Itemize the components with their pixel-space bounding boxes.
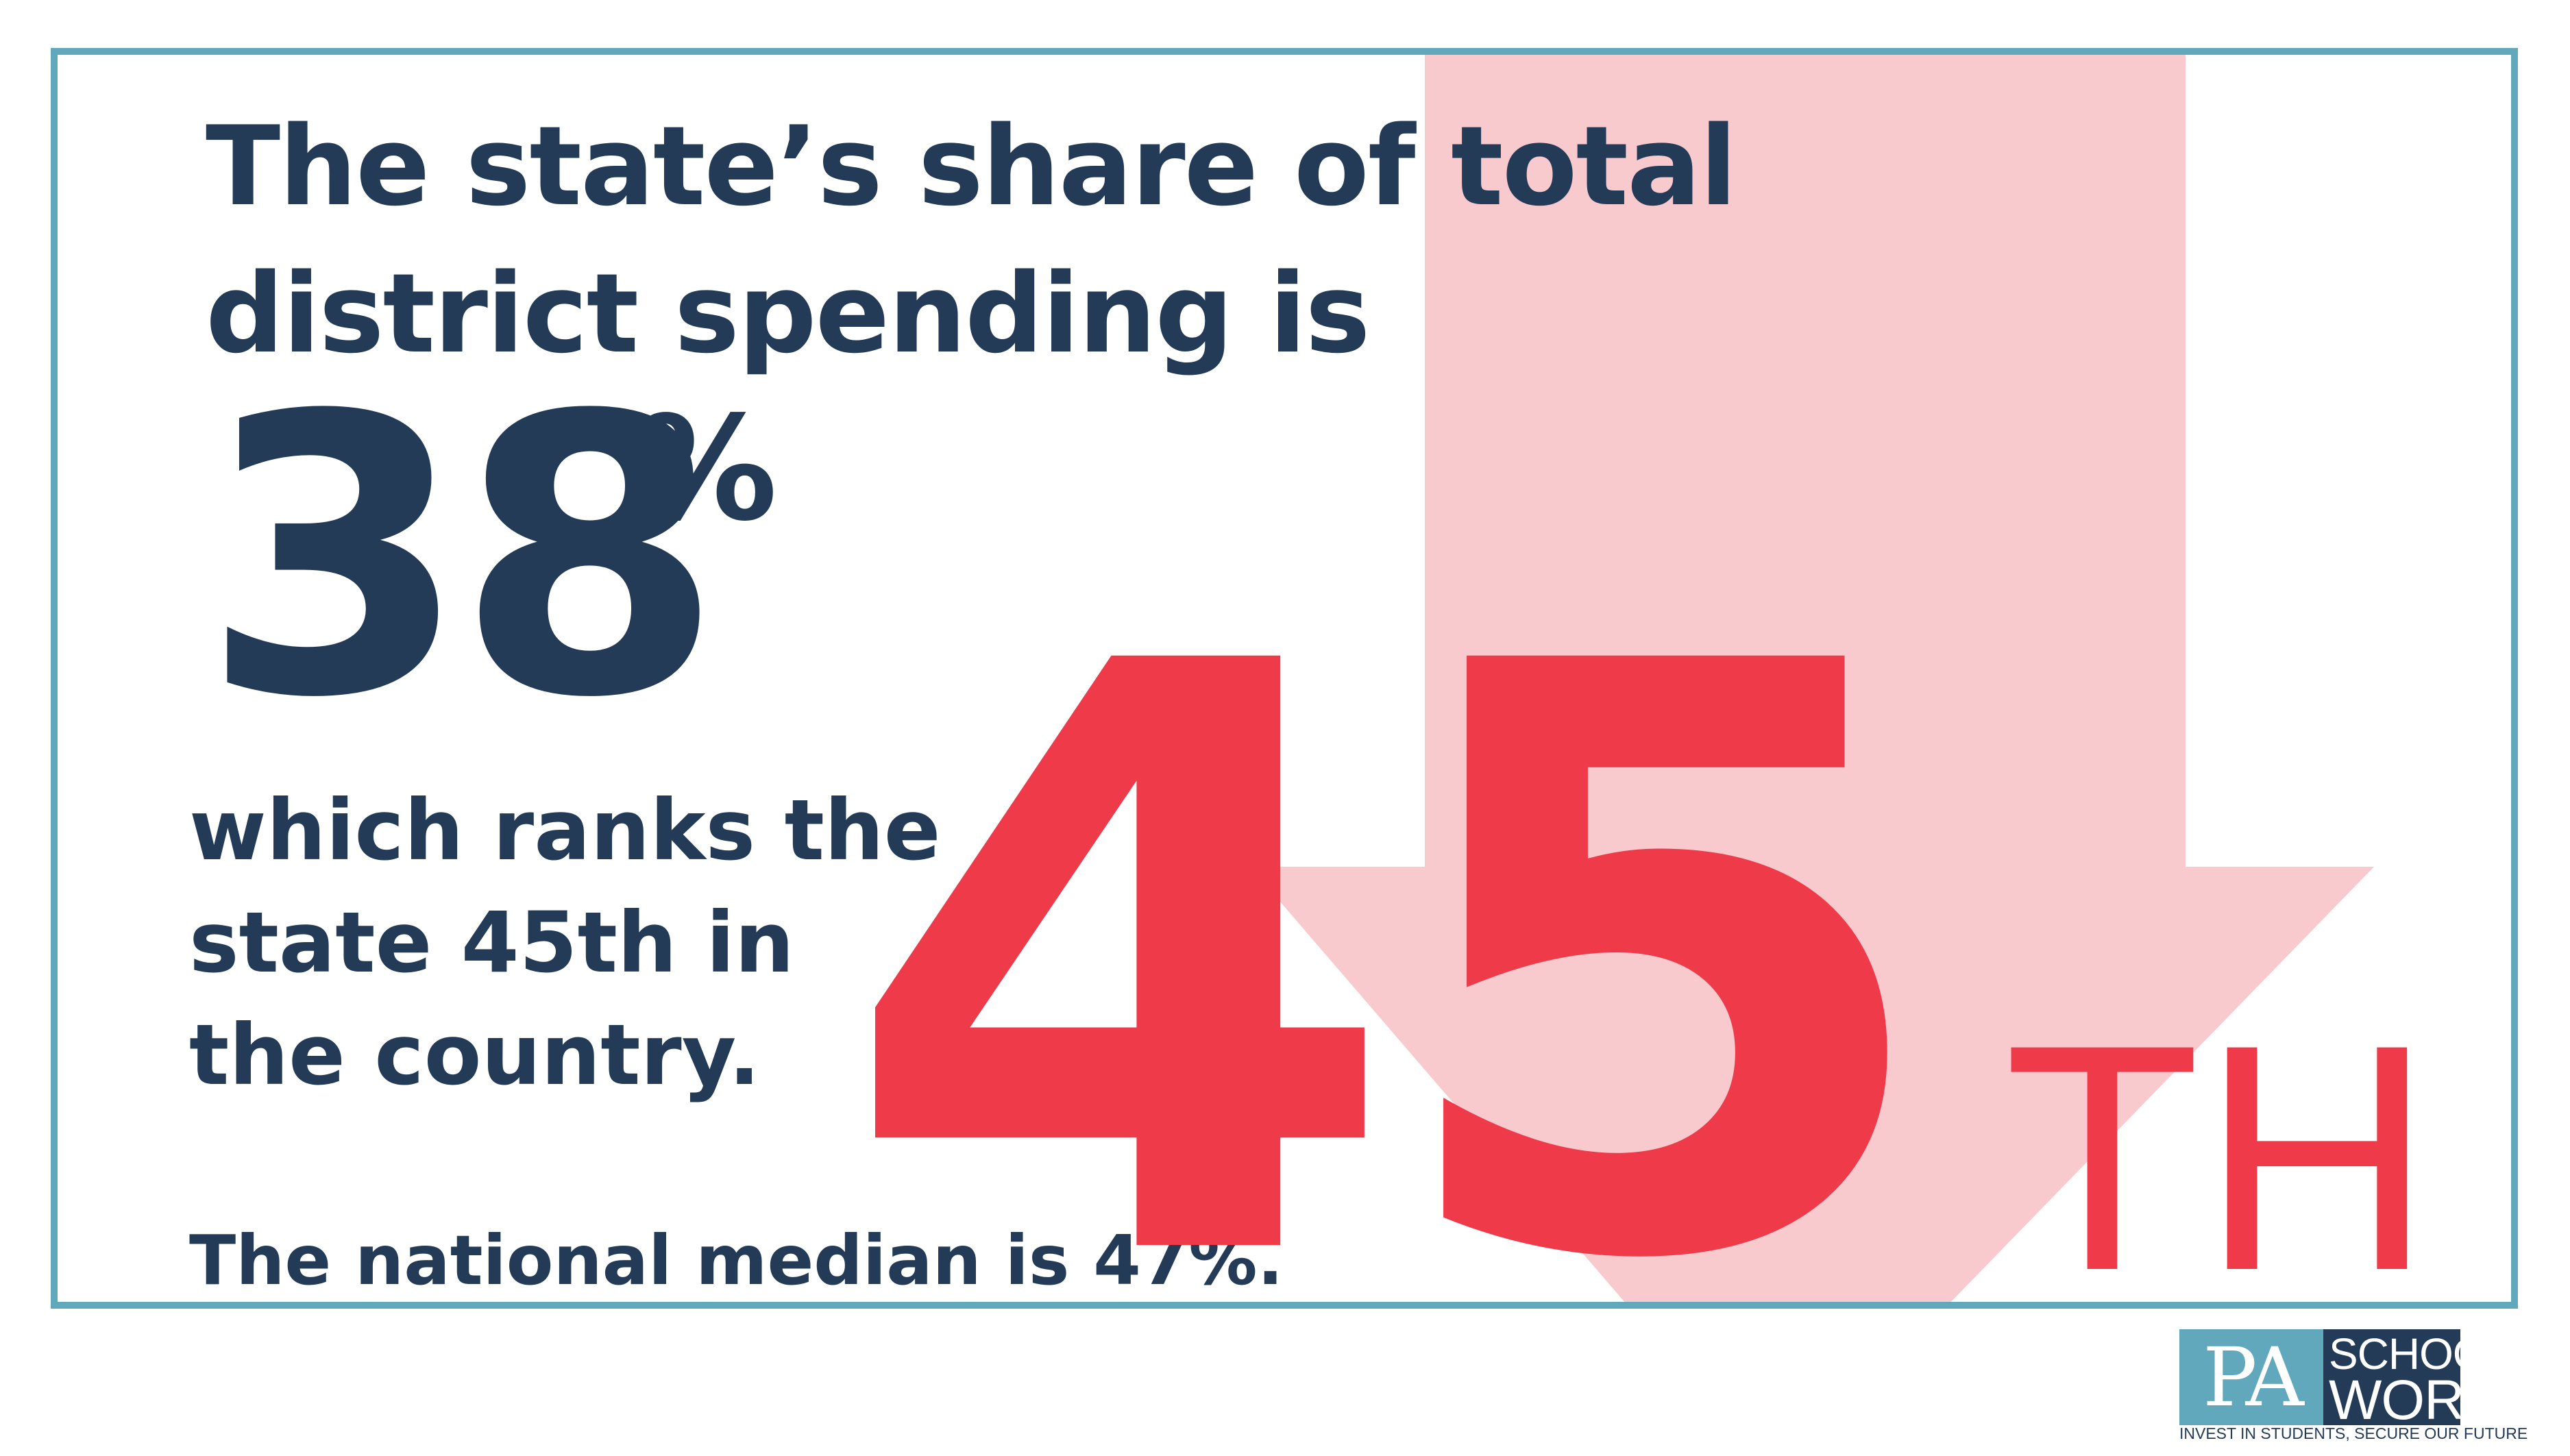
infographic-frame: The state’s share of total district spen… [51,48,2518,1309]
pa-schools-work-logo: PA SCHOOLS WORK INVEST IN STUDENTS, SECU… [2179,1329,2539,1442]
share-value: 38 [201,335,723,782]
rank-description: which ranks the state 45th in the countr… [189,774,941,1111]
headline: The state’s share of total district spen… [206,92,1737,387]
rank-value: 45 [839,495,1944,1309]
national-median-text: The national median is 47%. [189,1220,1284,1300]
logo-pa: PA [2179,1329,2323,1425]
share-percent-sign: % [633,385,778,553]
headline-line-1: The state’s share of total [206,102,1737,230]
rank-description-line-1: which ranks the [189,782,941,879]
logo-background [2323,1329,2460,1425]
logo-tagline: INVEST IN STUDENTS, SECURE OUR FUTURE [2179,1424,2528,1442]
headline-line-2: district spending is [206,249,1371,378]
rank-suffix: TH [2004,978,2434,1309]
logo-work: WORK [2329,1369,2501,1431]
rank-description-line-3: the country. [189,1007,761,1104]
logo-schools: SCHOOLS [2329,1329,2539,1379]
down-arrow-icon [1250,55,2374,1302]
rank-description-line-2: state 45th in [189,894,794,991]
